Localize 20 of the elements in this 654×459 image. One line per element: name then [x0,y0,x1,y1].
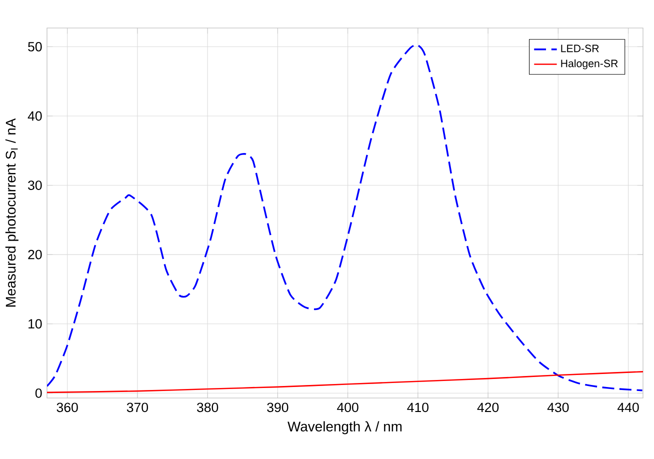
x-tick-label: 360 [56,402,78,412]
y-tick-label: 50 [28,42,42,52]
y-axis-title: Measured photocurrent S$_{I}$ / nA [5,118,18,307]
x-tick-label: 370 [126,402,148,412]
legend-label: LED-SR [561,44,599,52]
x-tick-label: 410 [407,402,428,412]
x-tick-label: 420 [477,402,499,412]
y-tick-label: 0 [35,388,42,398]
x-axis-title: Wavelength λ / nm [288,421,402,434]
y-tick-label: 40 [28,111,42,121]
line-series [47,371,643,394]
legend-label: Halogen-SR [561,59,618,70]
x-tick-label: 390 [267,402,288,412]
x-tick-label: 440 [618,402,639,412]
y-tick-label: 10 [28,319,42,329]
y-tick-label: 20 [28,250,42,260]
x-tick-label: 430 [547,402,569,412]
y-tick-label: 30 [28,180,42,190]
x-tick-label: 380 [196,402,218,412]
x-tick-label: 400 [337,402,358,412]
